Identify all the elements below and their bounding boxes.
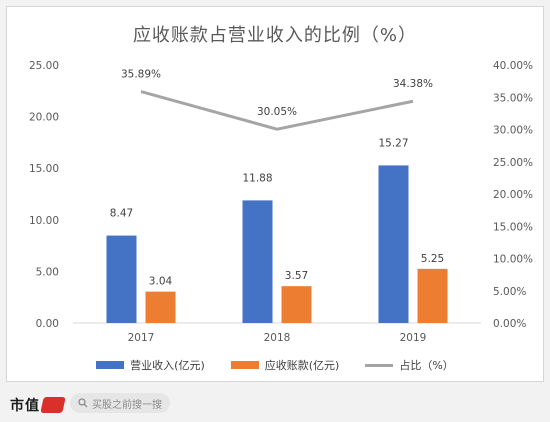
logo-text: 市值 <box>10 398 40 414</box>
y-right-tick-label: 25.00% <box>493 157 533 169</box>
y-right-tick-label: 0.00% <box>493 318 526 330</box>
x-tick-label: 2017 <box>128 332 155 344</box>
legend-swatch-receivables <box>230 361 259 369</box>
data-label-ratio: 34.38% <box>393 78 433 90</box>
chart-plot: 0.00 5.00 10.00 15.00 20.00 25.00 0.00% 5.00% 10… <box>29 60 533 344</box>
y-left-tick-label: 5.00 <box>36 266 59 278</box>
bar-receivables <box>281 286 312 323</box>
ratio-line <box>140 90 414 131</box>
legend-label-revenue: 营业收入(亿元) <box>130 359 205 372</box>
y-right-tick-label: 15.00% <box>493 221 533 233</box>
data-label-ratio: 35.89% <box>121 69 161 81</box>
data-label-receivables: 5.25 <box>421 253 444 265</box>
search-box[interactable]: 买股之前搜一搜 <box>70 393 170 413</box>
data-label-ratio: 30.05% <box>257 106 297 118</box>
y-right-tick-label: 35.00% <box>493 92 533 104</box>
legend-item-revenue: 营业收入(亿元) <box>96 357 205 373</box>
bar-revenue <box>106 235 137 323</box>
legend-label-receivables: 应收账款(亿元) <box>264 359 340 372</box>
y-left-tick-label: 0.00 <box>36 318 59 330</box>
data-label-receivables: 3.57 <box>285 270 308 282</box>
legend-swatch-ratio <box>365 363 394 367</box>
y-right-tick-label: 5.00% <box>493 286 526 298</box>
chart-title: 应收账款占营业收入的比例（%） <box>132 25 418 46</box>
chart-card: 应收账款占营业收入的比例（%） 0.00 5.00 10.00 15.00 20.00 2… <box>6 6 544 382</box>
y-right-tick-label: 40.00% <box>493 60 533 72</box>
y-right-tick-label: 30.00% <box>493 125 533 137</box>
y-left-tick-label: 25.00 <box>29 60 59 72</box>
legend-label-ratio: 占比（%） <box>399 359 454 372</box>
x-tick-label: 2019 <box>400 332 427 344</box>
footer-bar: 市值 买股之前搜一搜 <box>0 389 550 422</box>
bar-receivables <box>145 291 176 323</box>
y-left-tick-label: 10.00 <box>29 215 59 227</box>
logo-seal-icon <box>40 397 66 413</box>
data-label-revenue: 8.47 <box>110 208 133 220</box>
bar-revenue <box>378 165 409 323</box>
bar-revenue <box>242 200 273 323</box>
legend-item-receivables: 应收账款(亿元) <box>230 357 340 373</box>
search-icon <box>78 398 88 408</box>
y-right-tick-label: 10.00% <box>493 254 533 266</box>
legend-item-ratio: 占比（%） <box>365 357 454 373</box>
y-left-tick-label: 20.00 <box>29 112 59 124</box>
bar-receivables <box>417 268 448 323</box>
data-label-revenue: 11.88 <box>242 172 272 184</box>
y-right-tick-label: 20.00% <box>493 189 533 201</box>
data-label-revenue: 15.27 <box>378 137 408 149</box>
legend-swatch-revenue <box>96 361 125 369</box>
search-placeholder: 买股之前搜一搜 <box>92 399 162 411</box>
x-tick-label: 2018 <box>264 332 291 344</box>
chart-legend: 营业收入(亿元) 应收账款(亿元) 占比（%） <box>7 357 543 373</box>
data-label-receivables: 3.04 <box>149 276 173 288</box>
y-left-tick-label: 15.00 <box>29 163 59 175</box>
brand-logo: 市值 <box>10 395 66 415</box>
